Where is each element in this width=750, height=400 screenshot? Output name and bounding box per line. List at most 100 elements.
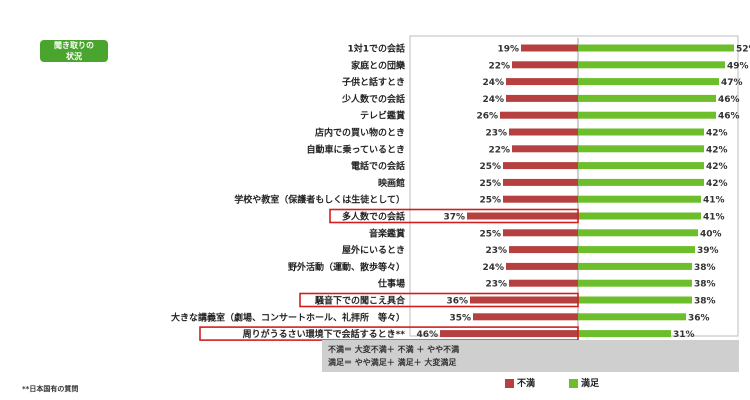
category-label: 家庭との団欒 xyxy=(351,59,406,71)
data-label-dissatisfied: 25% xyxy=(479,179,501,189)
bar-satisfied xyxy=(578,296,692,304)
data-label-satisfied: 36% xyxy=(688,313,710,323)
bar-satisfied xyxy=(578,94,716,102)
data-label-dissatisfied: 24% xyxy=(482,95,504,105)
data-label-dissatisfied: 24% xyxy=(482,263,504,273)
category-label: 電話での会話 xyxy=(351,160,405,172)
definition-dissatisfied: 不満＝ 大変不満＋ 不満 ＋ やや不満 xyxy=(328,345,460,354)
data-label-satisfied: 38% xyxy=(694,263,716,273)
badge-line-2: 状況 xyxy=(66,52,82,61)
definition-box: 不満＝ 大変不満＋ 不満 ＋ やや不満 満足＝ やや満足＋ 満足＋ 大変満足 xyxy=(322,340,739,372)
data-label-satisfied: 31% xyxy=(673,330,695,340)
category-label: テレビ鑑賞 xyxy=(360,110,405,122)
data-label-satisfied: 42% xyxy=(706,145,728,155)
highlight-box xyxy=(299,292,579,308)
data-label-satisfied: 41% xyxy=(703,213,725,223)
category-label: 少人数での会話 xyxy=(341,93,405,105)
category-label: 音楽鑑賞 xyxy=(369,227,405,239)
bar-satisfied xyxy=(578,162,704,170)
bar-dissatisfied xyxy=(467,212,578,220)
data-label-dissatisfied: 22% xyxy=(488,61,510,71)
data-label-satisfied: 41% xyxy=(703,196,725,206)
data-label-dissatisfied: 37% xyxy=(443,213,465,223)
section-badge: 聞き取りの 状況 xyxy=(40,40,108,62)
data-label-dissatisfied: 23% xyxy=(485,280,507,290)
category-label: 1対1での会話 xyxy=(347,43,405,55)
category-label: 店内での買い物のとき xyxy=(315,127,405,139)
bar-satisfied xyxy=(578,279,692,287)
data-label-satisfied: 49% xyxy=(727,61,749,71)
data-label-dissatisfied: 46% xyxy=(416,330,438,340)
data-label-dissatisfied: 25% xyxy=(479,229,501,239)
bar-dissatisfied xyxy=(503,162,578,170)
bar-satisfied xyxy=(578,330,671,338)
category-label: 屋外にいるとき xyxy=(342,244,405,256)
bar-dissatisfied xyxy=(470,296,578,304)
bar-dissatisfied xyxy=(503,195,578,203)
data-label-satisfied: 46% xyxy=(718,112,740,122)
data-label-dissatisfied: 26% xyxy=(476,112,498,122)
data-label-dissatisfied: 25% xyxy=(479,162,501,172)
data-label-dissatisfied: 23% xyxy=(485,246,507,256)
bar-satisfied xyxy=(578,212,701,220)
bar-dissatisfied xyxy=(509,246,578,254)
category-label: 野外活動（運動、散歩等々） xyxy=(288,261,405,273)
bar-satisfied xyxy=(578,262,692,270)
category-label: 映画館 xyxy=(378,177,405,189)
corner-footnote: **日本国有の質問 xyxy=(22,385,79,393)
category-label: 学校や教室（保護者もしくは生徒として） xyxy=(234,194,405,206)
bar-satisfied xyxy=(578,78,719,86)
data-label-dissatisfied: 19% xyxy=(497,45,519,55)
data-label-dissatisfied: 25% xyxy=(479,196,501,206)
category-label: 周りがうるさい環境下で会話するとき** xyxy=(243,328,406,340)
legend-swatch-dissatisfied xyxy=(505,379,514,388)
legend-item-satisfied: 満足 xyxy=(569,376,599,389)
bar-dissatisfied xyxy=(506,78,578,86)
bar-dissatisfied xyxy=(500,111,578,119)
bar-dissatisfied xyxy=(509,128,578,136)
data-label-satisfied: 42% xyxy=(706,179,728,189)
bar-dissatisfied xyxy=(506,262,578,270)
bar-satisfied xyxy=(578,178,704,186)
bar-dissatisfied xyxy=(503,178,578,186)
data-label-satisfied: 52% xyxy=(736,45,750,55)
badge-line-1: 聞き取りの xyxy=(54,41,94,50)
bar-satisfied xyxy=(578,128,704,136)
bar-dissatisfied xyxy=(512,61,578,69)
data-label-satisfied: 42% xyxy=(706,162,728,172)
category-label: 自動車に乗っているとき xyxy=(306,143,405,155)
bar-satisfied xyxy=(578,44,734,52)
category-label: 多人数での会話 xyxy=(342,211,405,223)
bar-dissatisfied xyxy=(440,330,578,338)
bar-satisfied xyxy=(578,195,701,203)
data-label-satisfied: 40% xyxy=(700,229,722,239)
data-label-satisfied: 38% xyxy=(694,280,716,290)
bar-satisfied xyxy=(578,111,716,119)
data-label-satisfied: 38% xyxy=(694,297,716,307)
bar-satisfied xyxy=(578,313,686,321)
bar-dissatisfied xyxy=(506,94,578,102)
data-label-satisfied: 47% xyxy=(721,78,743,88)
bar-dissatisfied xyxy=(473,313,578,321)
bar-satisfied xyxy=(578,145,704,153)
data-label-satisfied: 39% xyxy=(697,246,719,256)
legend-item-dissatisfied: 不満 xyxy=(505,376,535,389)
bar-dissatisfied xyxy=(509,279,578,287)
bar-satisfied xyxy=(578,246,695,254)
data-label-dissatisfied: 35% xyxy=(449,313,471,323)
category-label: 大きな講義室（劇場、コンサートホール、礼拝所 等々） xyxy=(171,311,405,323)
data-label-satisfied: 46% xyxy=(718,95,740,105)
category-label: 仕事場 xyxy=(377,278,405,290)
bar-satisfied xyxy=(578,229,698,237)
category-label: 子供と話すとき xyxy=(342,76,405,88)
bar-dissatisfied xyxy=(512,145,578,153)
bar-satisfied xyxy=(578,61,725,69)
data-label-dissatisfied: 36% xyxy=(446,297,468,307)
legend-swatch-satisfied xyxy=(569,379,578,388)
data-label-dissatisfied: 24% xyxy=(482,78,504,88)
data-label-dissatisfied: 22% xyxy=(488,145,510,155)
data-label-satisfied: 42% xyxy=(706,129,728,139)
highlight-box xyxy=(329,208,579,224)
bar-dissatisfied xyxy=(521,44,578,52)
